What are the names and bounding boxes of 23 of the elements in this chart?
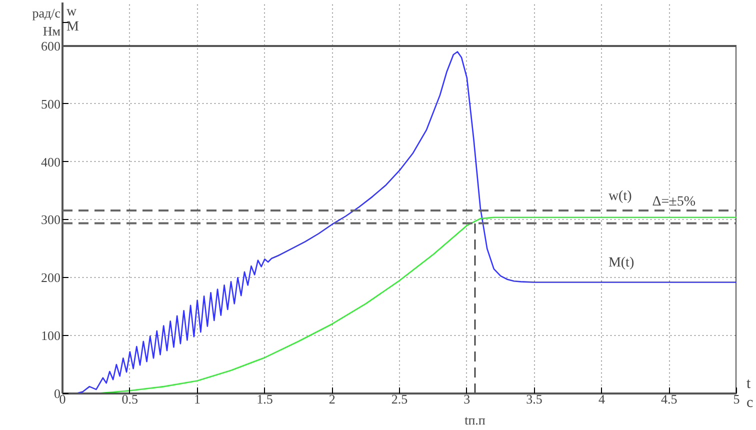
y-tick-label: 400 (41, 154, 60, 170)
annotation: M(t) (608, 255, 634, 270)
y-tick-label: 100 (41, 328, 60, 344)
text: рад/с Нм (32, 6, 61, 39)
annotation: Δ=±5% (652, 194, 696, 210)
y-tick-label: 200 (41, 270, 60, 286)
y-axis-title: w M (66, 4, 80, 34)
x-tick-label: 3 (464, 392, 470, 406)
y-tick-label: 600 (41, 38, 60, 54)
x-tick-label: 0.5 (122, 392, 138, 406)
x-tick-label: 1.5 (256, 392, 273, 406)
x-tick-label: 5 (733, 392, 740, 406)
x-tick-label: 2 (328, 392, 336, 406)
x-tick-label: 3.5 (526, 392, 542, 406)
x-tick-label: 4.5 (660, 392, 678, 406)
annotation: w(t) (608, 188, 632, 204)
x-tick-label: 2.5 (391, 392, 408, 406)
y-tick-label: 300 (41, 212, 60, 228)
x-tick-label: 4 (598, 392, 606, 406)
x-axis-title: t c (746, 376, 754, 412)
x-tick-label: 1 (194, 392, 201, 406)
annotation: tп.п (464, 412, 486, 428)
y-tick-label: 500 (41, 96, 60, 112)
